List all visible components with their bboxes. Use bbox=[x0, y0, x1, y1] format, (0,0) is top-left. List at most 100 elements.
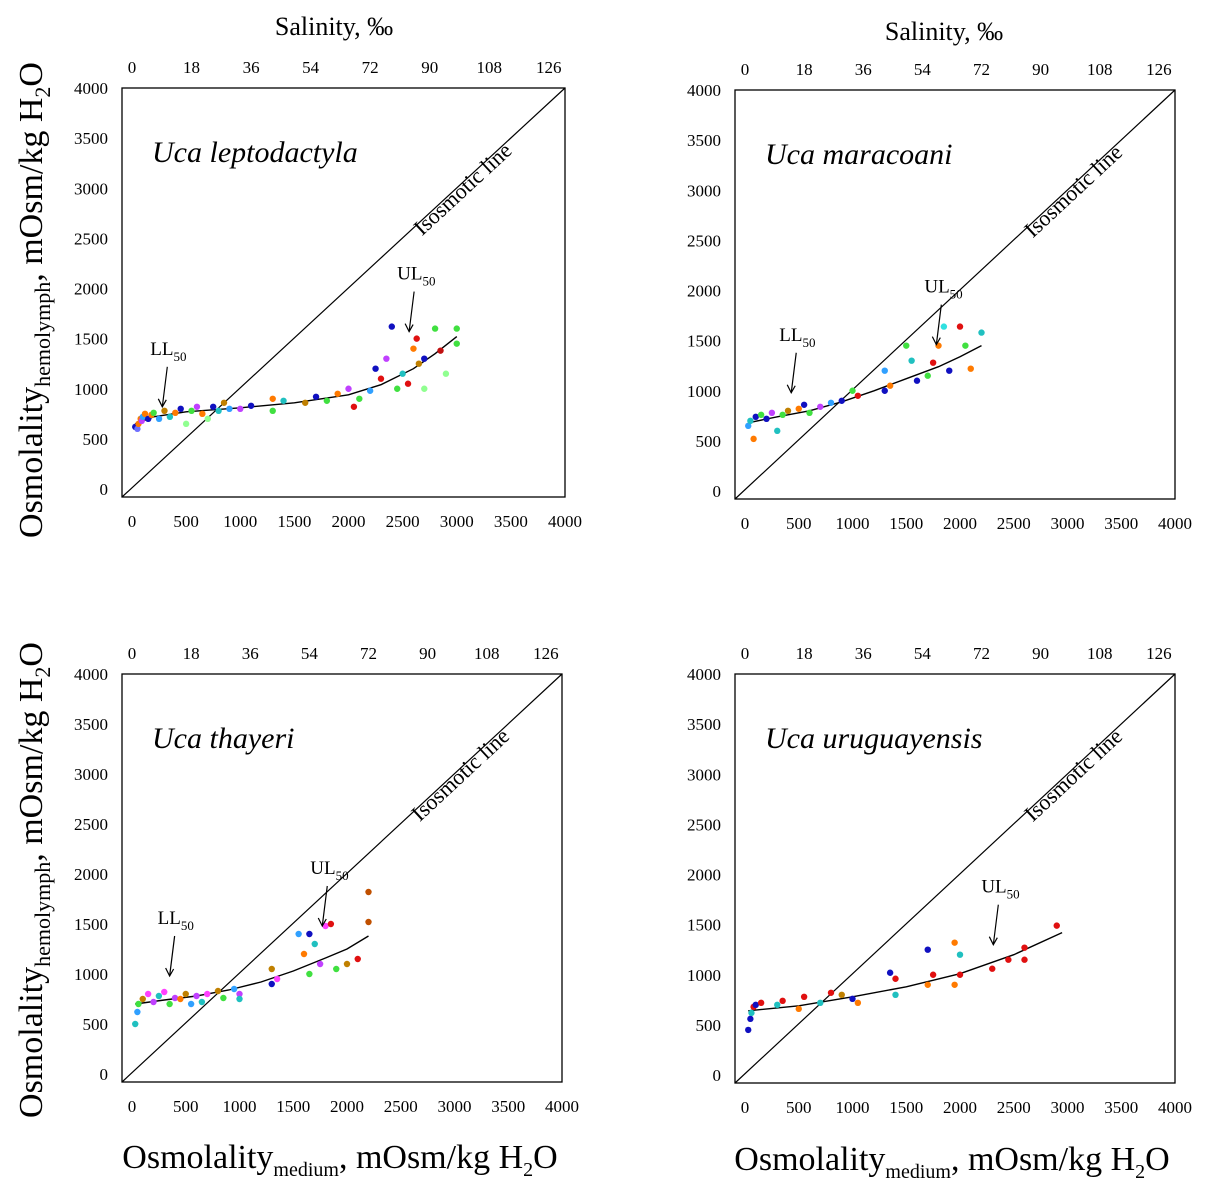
data-point bbox=[230, 985, 238, 993]
ul50-arrow bbox=[992, 904, 999, 945]
data-point bbox=[306, 930, 313, 938]
y-tick-label: 4000 bbox=[687, 665, 721, 684]
ll50-label: LL50 bbox=[779, 325, 815, 350]
data-point bbox=[134, 425, 141, 433]
y-axis-label-top: Osmolalityhemolymph, mOsm/kg H2O bbox=[13, 62, 55, 538]
y-tick-label: 2500 bbox=[687, 815, 721, 834]
data-point bbox=[956, 971, 964, 978]
salinity-tick-label: 0 bbox=[741, 60, 750, 79]
ll50-arrowhead bbox=[157, 398, 167, 409]
salinity-tick-label: 72 bbox=[973, 644, 990, 663]
panel-3: 0 500 1000 1500 2000 2500 3000 3500 4000 0 500 1000… bbox=[74, 644, 579, 1116]
data-point bbox=[415, 360, 423, 367]
data-point bbox=[757, 411, 765, 419]
data-point bbox=[956, 951, 964, 958]
y-tick-label: 2000 bbox=[74, 280, 108, 299]
data-point bbox=[306, 970, 313, 978]
y-tick-label: 500 bbox=[696, 432, 722, 451]
data-point bbox=[322, 922, 329, 930]
y-tick-label: 1500 bbox=[687, 332, 721, 351]
data-point bbox=[881, 387, 888, 394]
ul50-arrow bbox=[935, 304, 942, 345]
data-point bbox=[1021, 956, 1028, 963]
data-point bbox=[774, 1001, 781, 1009]
data-point bbox=[978, 329, 985, 336]
data-point bbox=[166, 1000, 173, 1008]
data-point bbox=[302, 399, 309, 406]
x-tick-label: 1000 bbox=[223, 1097, 257, 1116]
data-point bbox=[827, 399, 835, 406]
data-point bbox=[827, 989, 835, 996]
ll50-label: LL50 bbox=[150, 339, 186, 364]
data-point bbox=[924, 372, 931, 379]
y-tick-label: 3500 bbox=[687, 715, 721, 734]
data-point bbox=[269, 395, 276, 402]
salinity-tick-label: 72 bbox=[360, 644, 377, 663]
y-tick-label: 1500 bbox=[687, 916, 721, 935]
isosmotic-line-label: Isosmotic line bbox=[408, 138, 516, 241]
data-point bbox=[295, 930, 302, 938]
salinity-tick-label: 18 bbox=[183, 58, 200, 77]
x-tick-label: 2000 bbox=[332, 512, 366, 531]
data-point bbox=[854, 999, 862, 1007]
salinity-tick-label: 54 bbox=[914, 60, 932, 79]
salinity-tick-label: 0 bbox=[741, 644, 750, 663]
data-point bbox=[752, 413, 759, 421]
data-point bbox=[236, 990, 243, 998]
data-point bbox=[171, 994, 179, 1002]
data-point bbox=[892, 975, 899, 982]
data-point bbox=[333, 965, 340, 973]
data-point bbox=[141, 410, 149, 418]
data-point bbox=[273, 975, 281, 983]
y-tick-label: 3500 bbox=[687, 131, 721, 150]
data-point bbox=[1053, 922, 1060, 929]
x-tick-label: 0 bbox=[741, 514, 750, 533]
data-point bbox=[800, 993, 808, 1001]
data-point bbox=[199, 410, 206, 418]
ll50-arrowhead bbox=[786, 384, 796, 395]
x-tick-label: 4000 bbox=[1158, 514, 1192, 533]
data-point bbox=[356, 395, 363, 402]
data-point bbox=[161, 988, 168, 996]
y-tick-label: 0 bbox=[100, 480, 109, 499]
data-point bbox=[182, 990, 189, 998]
data-point bbox=[182, 420, 190, 428]
ll50-arrow bbox=[169, 935, 176, 977]
data-point bbox=[817, 999, 824, 1007]
isosmotic-line bbox=[121, 87, 566, 498]
x-tick-label: 1500 bbox=[276, 1097, 310, 1116]
y-tick-label: 2500 bbox=[687, 231, 721, 250]
data-point bbox=[956, 323, 964, 330]
data-point bbox=[929, 359, 937, 366]
data-point bbox=[745, 1026, 752, 1034]
ul50-arrowhead bbox=[404, 323, 414, 333]
y-tick-label: 1000 bbox=[74, 380, 108, 399]
salinity-tick-label: 90 bbox=[419, 644, 436, 663]
data-point bbox=[453, 325, 460, 332]
data-point bbox=[745, 422, 752, 430]
data-point bbox=[747, 1015, 754, 1023]
salinity-title-left: Salinity, ‰ bbox=[275, 12, 393, 41]
x-tick-label: 1000 bbox=[836, 1098, 870, 1117]
data-point bbox=[188, 407, 195, 415]
y-tick-label: 500 bbox=[83, 430, 109, 449]
salinity-tick-label: 0 bbox=[128, 644, 137, 663]
data-point bbox=[187, 1000, 195, 1008]
x-tick-label: 500 bbox=[786, 1098, 812, 1117]
fit-curve bbox=[748, 344, 982, 424]
x-tick-label: 3000 bbox=[440, 512, 474, 531]
y-tick-label: 1500 bbox=[74, 330, 108, 349]
isosmotic-line-label: Isosmotic line bbox=[406, 723, 514, 826]
x-tick-label: 3000 bbox=[1051, 514, 1085, 533]
data-point bbox=[139, 995, 146, 1003]
y-tick-label: 0 bbox=[713, 482, 722, 501]
y-tick-label: 2000 bbox=[74, 865, 108, 884]
data-point bbox=[209, 403, 217, 410]
ul50-arrowhead bbox=[317, 917, 327, 928]
data-point bbox=[913, 377, 921, 384]
y-tick-label: 2000 bbox=[687, 866, 721, 885]
data-point bbox=[204, 415, 211, 423]
data-point bbox=[161, 407, 168, 415]
x-tick-label: 4000 bbox=[1158, 1098, 1192, 1117]
data-point bbox=[951, 981, 958, 988]
